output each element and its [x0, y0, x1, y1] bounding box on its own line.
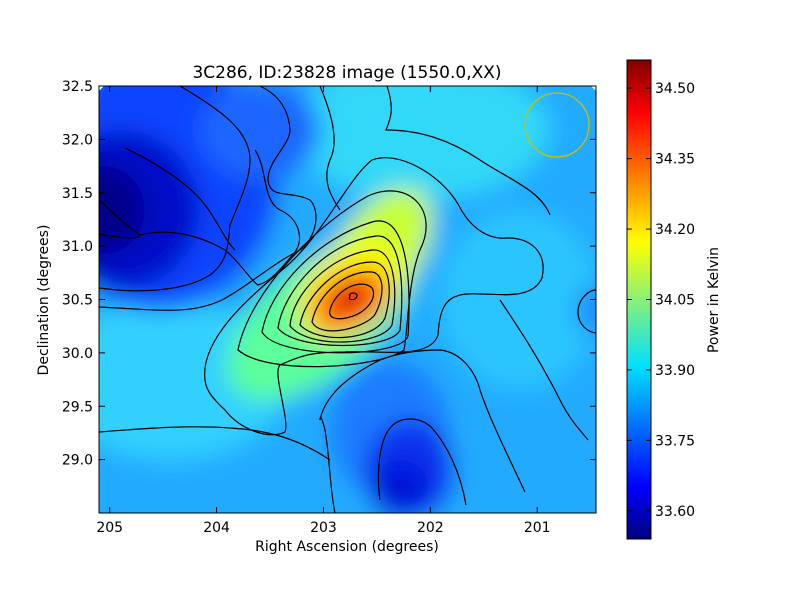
colorbar-tick-label: 33.75 — [655, 433, 695, 449]
x-tick-label: 204 — [203, 520, 230, 536]
heatmap-field — [99, 86, 596, 513]
colorbar: 33.60 33.75 33.90 34.05 34.20 34.35 34.50 Powe… — [626, 59, 722, 540]
colorbar-tick-label: 33.60 — [655, 504, 695, 520]
x-axis-ticks: 205 204 203 202 201 — [96, 86, 551, 536]
colorbar-label: Power in Kelvin — [706, 247, 722, 353]
x-tick-label: 203 — [310, 520, 337, 536]
y-tick-label: 30.0 — [62, 346, 93, 362]
chart-title: 3C286, ID:23828 image (1550.0,XX) — [192, 63, 501, 83]
y-tick-label: 32.5 — [62, 79, 93, 95]
y-tick-label: 32.0 — [62, 132, 93, 148]
y-tick-label: 31.5 — [62, 186, 93, 202]
y-tick-label: 29.0 — [62, 453, 93, 469]
y-axis-label: Declination (degrees) — [36, 225, 52, 376]
colorbar-tick-label: 34.35 — [655, 152, 695, 168]
colorbar-tick-label: 34.05 — [655, 293, 695, 309]
y-tick-label: 29.5 — [62, 399, 93, 415]
contour-lines — [99, 86, 596, 513]
x-tick-label: 202 — [417, 520, 444, 536]
y-tick-label: 31.0 — [62, 239, 93, 255]
x-axis-label: Right Ascension (degrees) — [255, 539, 439, 555]
x-tick-label: 205 — [96, 520, 123, 536]
colorbar-tick-label: 34.50 — [655, 81, 695, 97]
colorbar-ticks: 33.60 33.75 33.90 34.05 34.20 34.35 34.50 — [627, 81, 695, 520]
y-tick-label: 30.5 — [62, 293, 93, 309]
colorbar-tick-label: 33.90 — [655, 363, 695, 379]
y-axis-ticks: 29.0 29.5 30.0 30.5 31.0 31.5 32.0 32.5 — [62, 79, 596, 469]
plot-area: 205 204 203 202 201 29.0 29.5 30.0 30.5 31.0 31.5… — [62, 79, 597, 536]
x-tick-label: 201 — [524, 520, 551, 536]
colorbar-tick-label: 34.20 — [655, 222, 695, 238]
beam-circle — [524, 92, 590, 158]
